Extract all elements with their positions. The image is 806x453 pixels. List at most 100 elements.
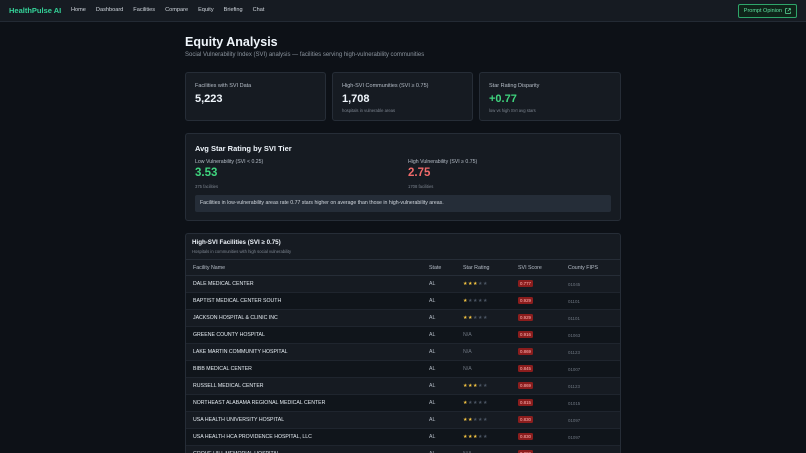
star-icon: ★ bbox=[463, 417, 468, 423]
table-row[interactable]: LAKE MARTIN COMMUNITY HOSPITAL AL N/A 0.869… bbox=[186, 344, 620, 361]
star-icon: ★ bbox=[472, 298, 478, 304]
table-body: DALE MEDICAL CENTER AL ★★★★★ 0.777 01045 BAPT… bbox=[186, 276, 620, 453]
table-row[interactable]: RUSSELL MEDICAL CENTER AL ★★★★★ 0.869 01123 bbox=[186, 378, 620, 395]
facility-state: AL bbox=[429, 434, 436, 440]
nav-chat[interactable]: Chat bbox=[252, 7, 265, 13]
star-icon: ★ bbox=[463, 434, 468, 440]
star-icon: ★ bbox=[472, 383, 478, 389]
star-icon: ★ bbox=[477, 281, 483, 287]
header-svi-score[interactable]: SVI Score bbox=[518, 265, 542, 271]
nav-dashboard[interactable]: Dashboard bbox=[95, 7, 124, 13]
table-title: High-SVI Facilities (SVI ≥ 0.75) bbox=[192, 239, 281, 246]
star-icon: ★ bbox=[463, 298, 468, 304]
star-rating: ★★★★★ bbox=[463, 315, 488, 321]
star-icon: ★ bbox=[477, 400, 483, 406]
nav-briefing[interactable]: Briefing bbox=[223, 7, 243, 13]
table-row[interactable]: USA HEALTH HCA PROVIDENCE HOSPITAL, LLC A… bbox=[186, 429, 620, 446]
table-row[interactable]: JACKSON HOSPITAL & CLINIC INC AL ★★★★★ 0.92… bbox=[186, 310, 620, 327]
star-icon: ★ bbox=[482, 315, 488, 321]
facility-name[interactable]: GROVE HILL MEMORIAL HOSPITAL bbox=[193, 451, 280, 453]
top-navigation-bar: HealthPulse AI Home Dashboard Facilities… bbox=[0, 0, 806, 22]
facility-name[interactable]: JACKSON HOSPITAL & CLINIC INC bbox=[193, 315, 278, 321]
county-fips: 01007 bbox=[568, 367, 581, 372]
facility-name[interactable]: NORTHEAST ALABAMA REGIONAL MEDICAL CENTE… bbox=[193, 400, 326, 406]
nav-equity[interactable]: Equity bbox=[198, 7, 214, 13]
star-icon: ★ bbox=[467, 281, 473, 287]
star-rating-na: N/A bbox=[463, 366, 472, 372]
star-rating: ★★★★★ bbox=[463, 383, 488, 389]
high-svi-table-card: High-SVI Facilities (SVI ≥ 0.75) Hospita… bbox=[185, 233, 621, 453]
facility-state: AL bbox=[429, 383, 436, 389]
star-icon: ★ bbox=[477, 383, 483, 389]
facility-state: AL bbox=[429, 451, 435, 453]
header-county-fips[interactable]: County FIPS bbox=[568, 265, 599, 271]
facility-name[interactable]: BIBB MEDICAL CENTER bbox=[193, 366, 252, 372]
county-fips: 01045 bbox=[568, 282, 581, 287]
facility-state: AL bbox=[429, 366, 436, 372]
facility-state: AL bbox=[429, 332, 436, 338]
stat-label: High-SVI Communities (SVI ≥ 0.75) bbox=[342, 83, 429, 89]
county-fips: 01097 bbox=[568, 435, 581, 440]
header-star-rating[interactable]: Star Rating bbox=[463, 265, 490, 271]
app-logo[interactable]: HealthPulse AI bbox=[9, 6, 62, 15]
svi-score-badge: 0.815 bbox=[518, 399, 533, 406]
star-icon: ★ bbox=[463, 383, 468, 389]
stat-label: Facilities with SVI Data bbox=[195, 83, 252, 89]
star-rating-na: N/A bbox=[463, 451, 472, 453]
star-icon: ★ bbox=[467, 298, 473, 304]
stat-card-facilities: Facilities with SVI Data 5,223 bbox=[185, 72, 326, 121]
star-icon: ★ bbox=[477, 315, 483, 321]
county-fips: 01123 bbox=[568, 384, 580, 389]
page-title: Equity Analysis bbox=[185, 35, 278, 49]
facility-name[interactable]: USA HEALTH UNIVERSITY HOSPITAL bbox=[193, 417, 285, 423]
star-icon: ★ bbox=[477, 417, 483, 423]
svi-score-badge: 0.777 bbox=[518, 280, 533, 287]
table-row[interactable]: NORTHEAST ALABAMA REGIONAL MEDICAL CENTE… bbox=[186, 395, 620, 412]
stat-card-high-svi: High-SVI Communities (SVI ≥ 0.75) 1,708 … bbox=[332, 72, 473, 121]
star-icon: ★ bbox=[477, 434, 483, 440]
prompt-opinion-label: Prompt Opinion bbox=[743, 8, 782, 14]
facility-name[interactable]: BAPTIST MEDICAL CENTER SOUTH bbox=[193, 298, 282, 304]
star-icon: ★ bbox=[463, 315, 468, 321]
table-row[interactable]: GROVE HILL MEMORIAL HOSPITALALN/A0.89201… bbox=[186, 446, 620, 453]
nav-compare[interactable]: Compare bbox=[165, 7, 189, 13]
header-state[interactable]: State bbox=[429, 265, 442, 271]
high-tier-label: High Vulnerability (SVI ≥ 0.75) bbox=[408, 159, 478, 165]
facility-name[interactable]: RUSSELL MEDICAL CENTER bbox=[193, 383, 264, 389]
star-icon: ★ bbox=[472, 281, 478, 287]
star-icon: ★ bbox=[482, 417, 488, 423]
svi-score-badge: 0.929 bbox=[518, 297, 533, 304]
star-icon: ★ bbox=[482, 434, 488, 440]
star-icon: ★ bbox=[467, 383, 473, 389]
tier-title: Avg Star Rating by SVI Tier bbox=[195, 144, 292, 153]
facility-state: AL bbox=[429, 315, 436, 321]
star-icon: ★ bbox=[467, 315, 473, 321]
low-tier-count: 375 facilities bbox=[195, 184, 219, 189]
facility-state: AL bbox=[429, 281, 436, 287]
table-row[interactable]: USA HEALTH UNIVERSITY HOSPITAL AL ★★★★★ 0.8… bbox=[186, 412, 620, 429]
nav-home[interactable]: Home bbox=[71, 7, 86, 13]
nav-facilities[interactable]: Facilities bbox=[133, 7, 156, 13]
low-tier-label: Low Vulnerability (SVI < 0.25) bbox=[195, 159, 264, 165]
facility-name[interactable]: GREENE COUNTY HOSPITAL bbox=[193, 332, 265, 338]
facility-name[interactable]: DALE MEDICAL CENTER bbox=[193, 281, 254, 287]
facility-name[interactable]: USA HEALTH HCA PROVIDENCE HOSPITAL, LLC bbox=[193, 434, 312, 440]
external-link-icon bbox=[785, 8, 791, 14]
table-row[interactable]: DALE MEDICAL CENTER AL ★★★★★ 0.777 01045 bbox=[186, 276, 620, 293]
facility-name[interactable]: LAKE MARTIN COMMUNITY HOSPITAL bbox=[193, 349, 288, 355]
prompt-opinion-button[interactable]: Prompt Opinion bbox=[737, 4, 797, 18]
table-row[interactable]: GREENE COUNTY HOSPITAL AL N/A 0.916 01063 bbox=[186, 327, 620, 344]
star-icon: ★ bbox=[467, 417, 473, 423]
high-tier-value: 2.75 bbox=[408, 167, 431, 179]
svi-tier-card: Avg Star Rating by SVI Tier Low Vulnerab… bbox=[185, 133, 621, 221]
table-row[interactable]: BIBB MEDICAL CENTER AL N/A 0.845 01007 bbox=[186, 361, 620, 378]
stat-note: low vs high SVI avg stars bbox=[489, 108, 536, 113]
svi-score-badge: 0.929 bbox=[518, 314, 533, 321]
svi-score-badge: 0.916 bbox=[518, 331, 533, 338]
star-icon: ★ bbox=[482, 281, 488, 287]
star-rating-na: N/A bbox=[463, 332, 472, 338]
header-facility-name[interactable]: Facility Name bbox=[193, 265, 226, 271]
star-icon: ★ bbox=[472, 434, 478, 440]
table-row[interactable]: BAPTIST MEDICAL CENTER SOUTH AL ★★★★★ 0.929… bbox=[186, 293, 620, 310]
low-tier-value: 3.53 bbox=[195, 167, 218, 179]
